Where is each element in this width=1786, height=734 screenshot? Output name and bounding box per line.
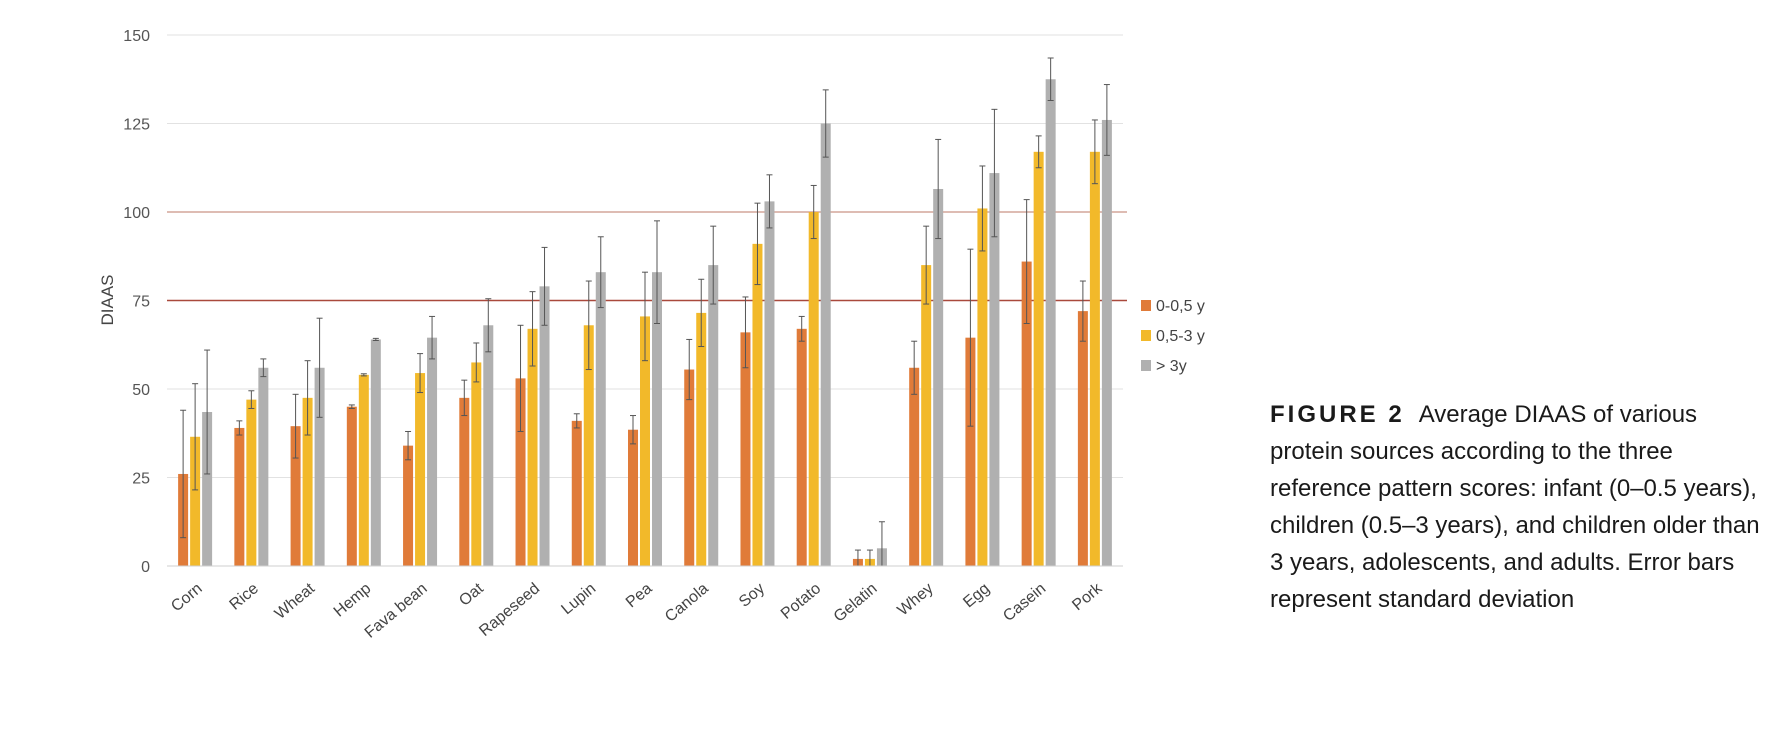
y-tick-label: 75 [132,294,150,311]
bar [628,429,638,566]
bar [808,212,819,566]
x-tick-label: Pea [623,580,656,611]
x-tick-label: Hemp [331,580,375,621]
x-tick-label: Gelatin [831,580,881,626]
legend-label: 0-0,5 y [1156,298,1205,315]
x-tick-label: Egg [960,580,993,611]
bar [539,286,550,566]
x-tick-label: Canola [662,580,712,626]
x-tick-label: Potato [778,580,824,623]
bar [684,369,695,566]
bar [1089,151,1100,566]
bar [202,412,213,566]
legend-swatch [1141,300,1151,311]
caption-text: Average DIAAS of various protein sources… [1270,401,1760,613]
y-tick-label: 150 [123,28,150,45]
legend-swatch [1141,330,1151,341]
bar [595,272,606,566]
bar [708,265,719,566]
x-tick-label: Rice [226,580,262,614]
bar [796,328,807,566]
legend: 0-0,5 y 0,5-3 y > 3y [1141,298,1205,375]
bar [965,337,976,566]
bar [752,243,763,567]
bar [314,367,325,566]
bar [909,367,920,566]
bar [764,201,775,566]
bar [1033,151,1044,566]
y-axis-label: DIAAS [98,274,117,325]
bar [403,445,414,566]
y-tick-label: 100 [123,205,150,222]
y-tick-label: 0 [141,559,150,576]
y-axis: 0 25 50 75 100 125 150 [123,28,150,576]
bar [820,123,831,566]
y-tick-label: 125 [123,117,150,134]
figure-caption: FIGURE 2 Average DIAAS of various protein… [1270,396,1770,618]
legend-label: 0,5-3 y [1156,328,1205,345]
bar [190,436,201,566]
bar [471,362,482,566]
bar [370,339,381,566]
bar [933,188,944,567]
reference-lines [167,211,1127,302]
bar [515,378,526,566]
y-tick-label: 25 [132,471,150,488]
bar [358,374,369,566]
x-tick-label: Whey [894,580,936,619]
bar [989,173,1000,566]
bar [640,316,650,566]
x-tick-label: Fava bean [362,580,431,642]
bar [1101,119,1112,567]
x-tick-label: Oat [456,580,487,610]
bar [1077,311,1088,566]
bar [234,427,245,566]
legend-swatch [1141,360,1151,371]
error-bars [180,57,1110,567]
bar [483,325,494,566]
bars [178,79,1112,567]
bar [921,265,932,566]
bar [415,373,426,566]
bar [696,312,707,566]
bar [652,272,662,566]
bar [459,397,470,566]
bar [302,397,313,566]
x-tick-label: Pork [1069,579,1106,614]
x-tick-label: Corn [168,580,205,615]
bar [740,332,751,566]
bar [977,208,988,566]
bar [527,328,538,566]
bar [427,337,438,566]
x-tick-label: Soy [736,580,768,611]
x-tick-label: Wheat [272,580,319,623]
bar [583,325,594,566]
x-tick-label: Rapeseed [476,580,543,640]
x-tick-label: Casein [1000,580,1049,625]
bar [1021,261,1032,566]
bar [258,367,269,566]
y-tick-label: 50 [132,382,150,399]
x-tick-label: Lupin [558,580,599,618]
bar [346,406,357,566]
bar [290,426,301,566]
bar [246,399,257,566]
legend-label: > 3y [1156,358,1187,375]
bar [571,420,582,566]
bar [1045,79,1056,566]
figure-label: FIGURE 2 [1270,401,1405,428]
